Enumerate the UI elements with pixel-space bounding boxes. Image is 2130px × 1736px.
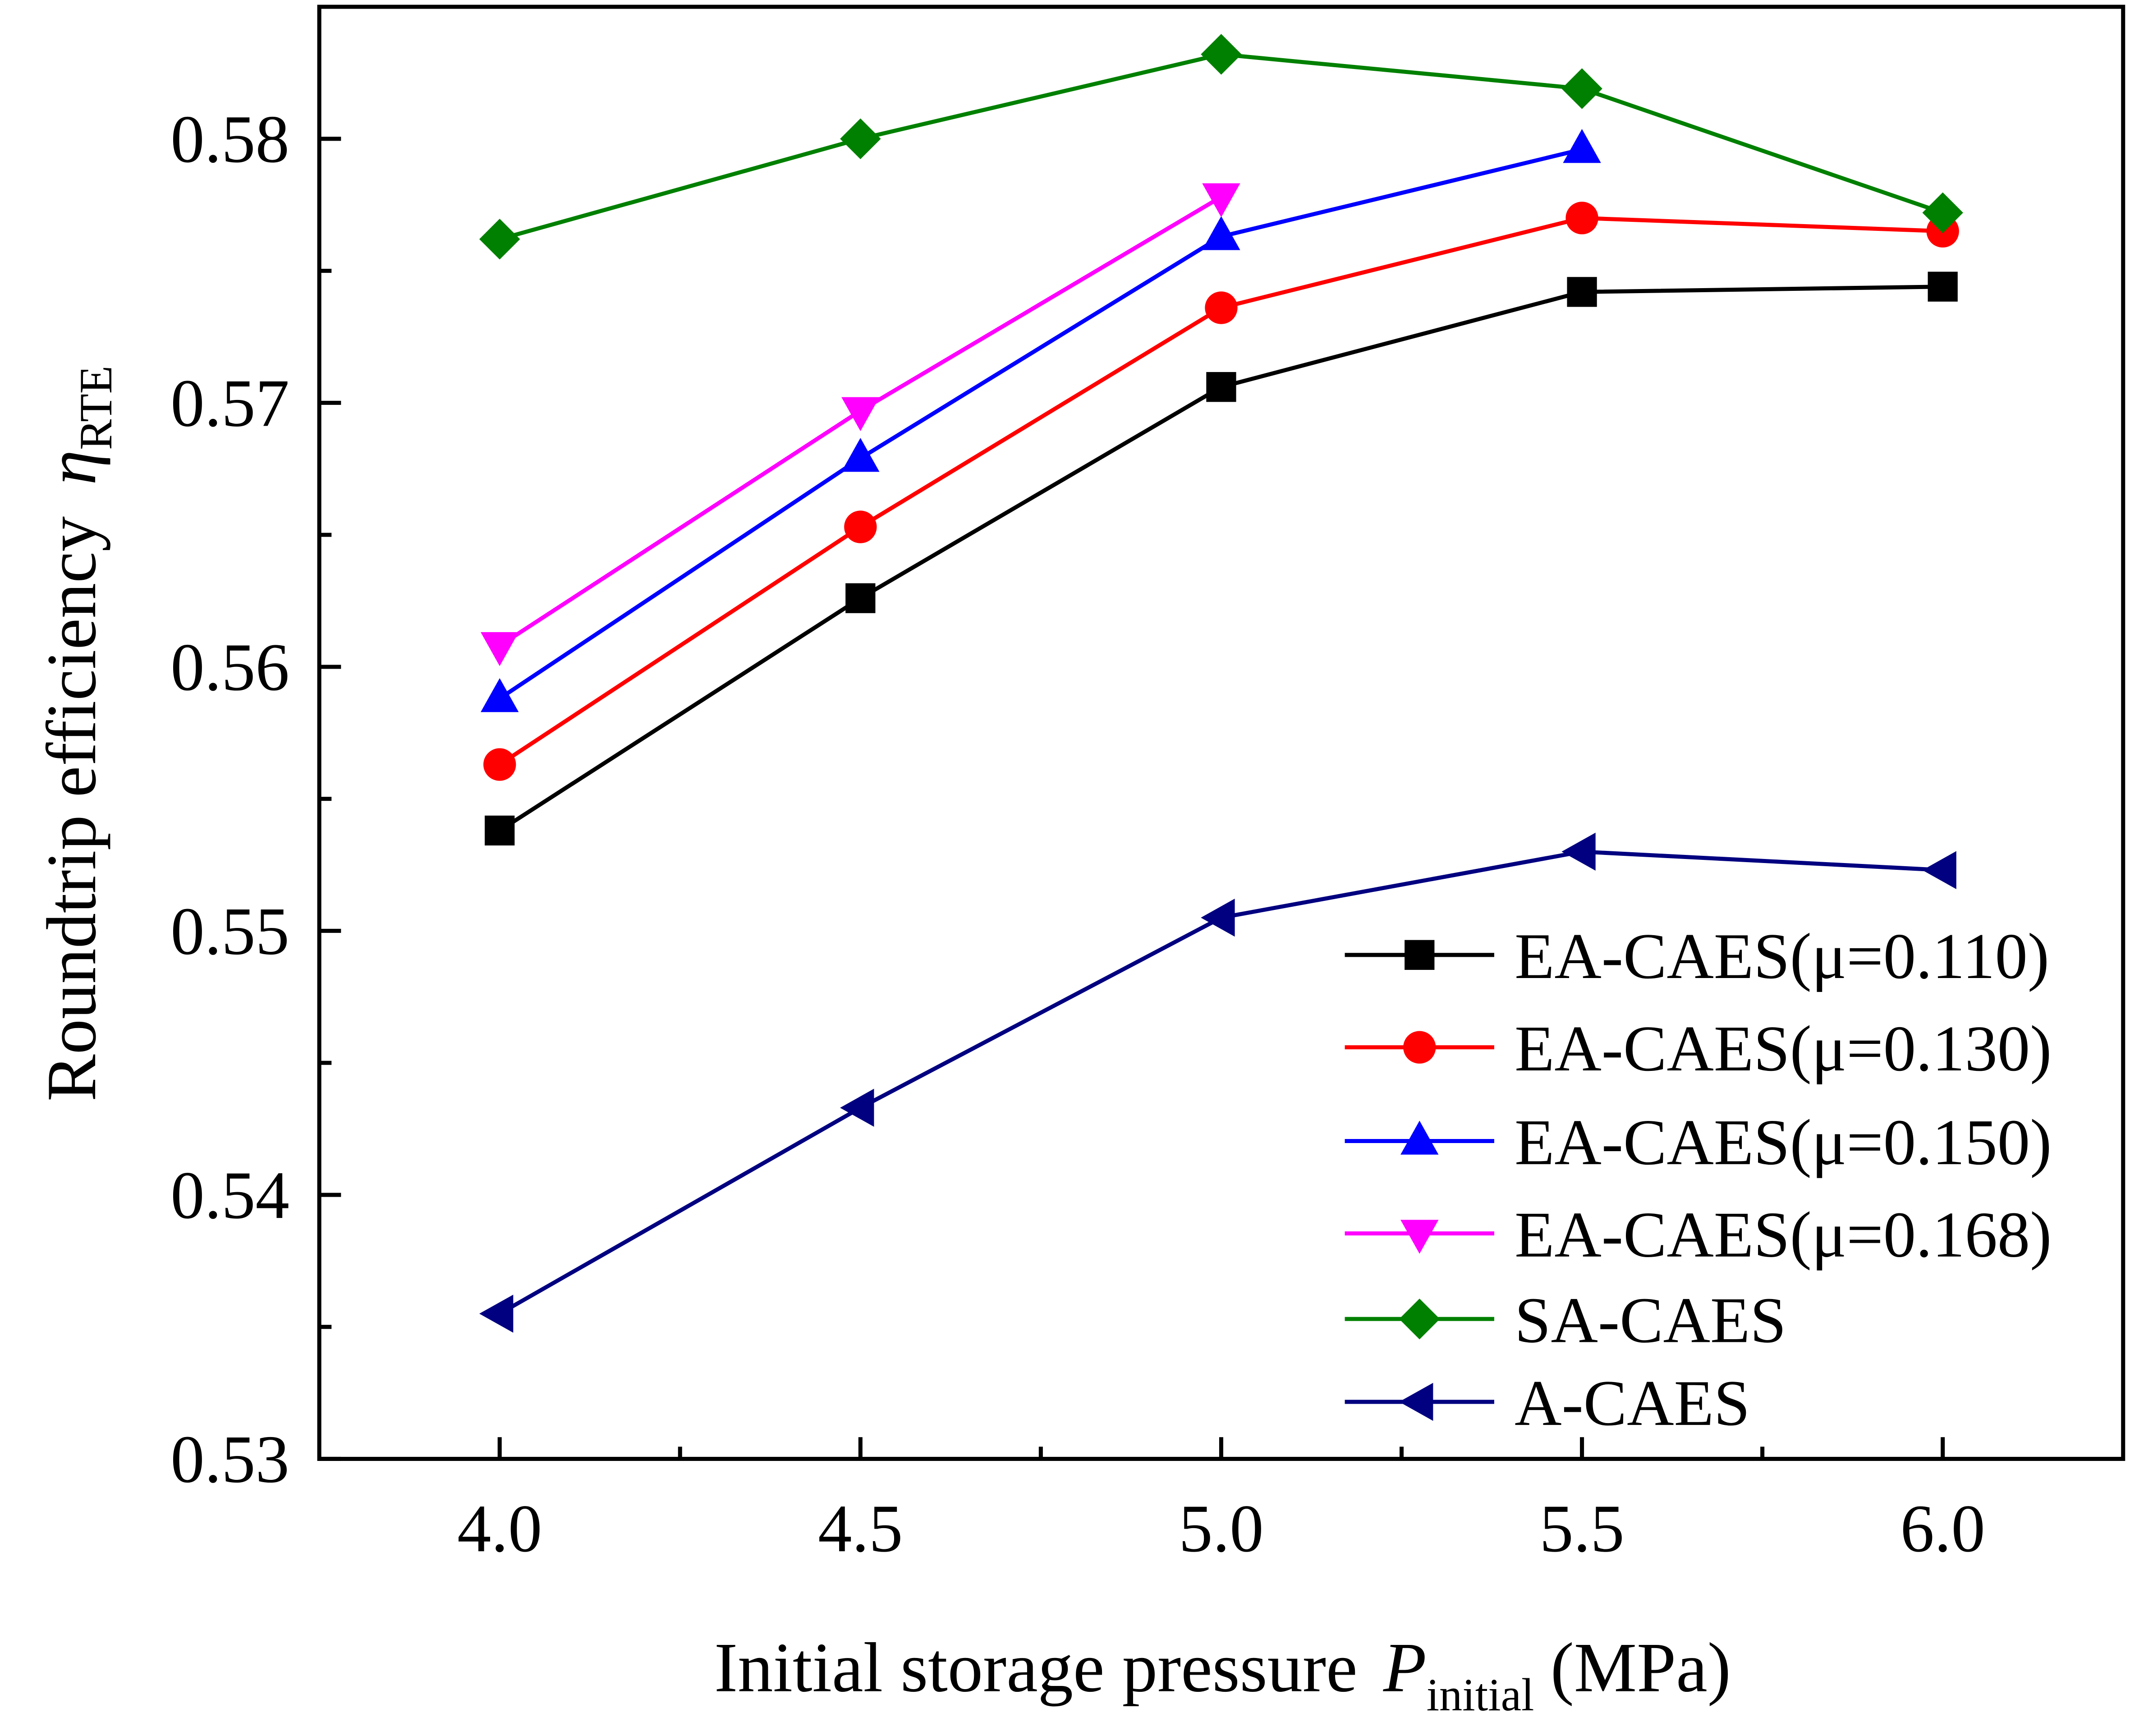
series-line [498,285,1943,832]
legend-item: EA-CAES(μ=0.168) [1345,1199,2052,1271]
legend-item: EA-CAES(μ=0.110) [1345,920,2049,992]
legend-item: SA-CAES [1345,1284,1786,1356]
data-point [1561,68,1602,109]
x-axis-title: Initial storage pressure Pinitial (MPa) [714,1628,1731,1721]
data-point [841,397,880,432]
series-2 [481,129,1601,712]
legend: EA-CAES(μ=0.110) EA-CAES(μ=0.130) EA-CAES(… [1345,920,2052,1439]
data-point [841,438,880,472]
y-axis-title: Roundtrip efficiency ηRTE [32,366,122,1102]
y-tick-label: 0.57 [170,366,289,441]
y-tick-label: 0.58 [170,101,289,177]
data-point [1928,271,1958,302]
legend-item: EA-CAES(μ=0.130) [1345,1013,2052,1085]
data-point [1202,216,1240,250]
data-point [1202,183,1240,217]
x-axis-subscript: initial [1427,1670,1534,1721]
legend-marker [1399,1298,1440,1340]
data-point [481,632,519,666]
x-tick-label: 6.0 [1900,1491,1985,1566]
y-tick-label: 0.56 [170,629,289,705]
x-tick-label: 5.5 [1539,1491,1624,1566]
data-point [845,583,876,613]
data-point [481,678,519,712]
legend-label: EA-CAES(μ=0.168) [1515,1199,2052,1271]
legend-label: EA-CAES(μ=0.150) [1515,1107,2052,1179]
series-0 [485,271,1958,846]
data-point [1561,832,1596,871]
y-tick-label: 0.54 [170,1157,289,1233]
data-point [483,748,516,781]
data-point [485,815,515,846]
x-axis-label: Initial storage pressure [714,1628,1358,1707]
x-tick-label: 4.0 [457,1491,542,1566]
x-tick-label: 4.5 [818,1491,903,1566]
x-tick-label: 5.0 [1179,1491,1263,1566]
x-axis-symbol: P [1383,1628,1427,1707]
data-point [1206,372,1236,402]
data-point [840,118,881,160]
legend-marker [1400,1220,1439,1254]
data-point [844,510,877,543]
data-point [479,1295,514,1333]
y-axis-subscript: RTE [71,366,122,450]
legend-marker [1403,1031,1436,1064]
legend-label: A-CAES [1515,1367,1750,1439]
legend-item: A-CAES [1345,1367,1750,1439]
legend-marker [1405,940,1435,970]
series-line [498,147,1583,700]
y-tick-label: 0.53 [170,1422,289,1497]
legend-label: SA-CAES [1515,1284,1786,1356]
legend-marker [1399,1382,1433,1421]
y-tick-label: 0.55 [170,894,289,969]
data-point [1201,34,1242,75]
data-point [840,1088,874,1127]
series-3 [481,183,1240,666]
data-point [1201,898,1235,937]
data-point [1563,129,1601,163]
y-axis-label: Roundtrip efficiency [32,516,110,1102]
legend-label: EA-CAES(μ=0.110) [1515,920,2049,992]
y-axis-symbol: η [32,450,110,485]
data-point [1205,291,1238,324]
legend-label: EA-CAES(μ=0.130) [1515,1013,2052,1085]
data-point [1565,202,1598,234]
series-5 [479,832,1956,1333]
legend-item: EA-CAES(μ=0.150) [1345,1107,2052,1179]
data-point [1567,277,1597,307]
data-point [1922,851,1956,889]
x-axis-unit: (MPa) [1551,1628,1731,1707]
data-point [479,219,520,260]
legend-marker [1400,1121,1439,1155]
